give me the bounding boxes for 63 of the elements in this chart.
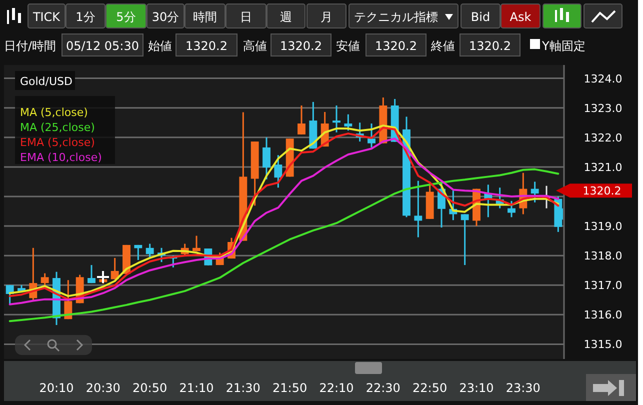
x-tick-label: 22:10 [319,381,354,395]
x-tick-label: 22:50 [412,381,448,395]
x-tick-label: 21:10 [179,381,214,395]
text: 安値 [336,39,360,53]
candlestick [134,244,142,261]
text: 高値 [243,39,267,53]
text: Ask [510,10,532,24]
y-tick-label: 1318.0 [584,250,622,263]
text: 30分 [152,10,180,24]
candlestick [262,136,270,180]
candlestick [414,180,422,238]
text: 時間 [193,10,217,24]
text: Bid [470,10,490,24]
candlestick [274,154,282,188]
text: 5分 [116,10,136,24]
candlestick [146,243,154,258]
text: テクニカル指標 [354,10,438,24]
y-tick-label: 1319.0 [584,220,622,234]
text: 05/12 05:30 [66,39,139,53]
candlestick [460,213,469,266]
x-tick-label: 20:30 [86,381,120,395]
y-tick-label: 1322.0 [584,131,622,144]
text: EMA (10,close) [20,151,102,164]
text: 週 [280,10,292,24]
candlestick [332,104,340,134]
candlestick [530,180,539,204]
x-tick-label: 20:50 [132,381,168,395]
text: 1320.2 [375,39,417,53]
x-tick-label: 20:10 [39,381,74,395]
text: 1320.2 [469,39,511,53]
x-tick-label: 21:50 [272,381,308,395]
candlestick [344,114,352,132]
x-tick-label: 21:30 [226,381,260,395]
line-series [8,168,560,322]
text: MA (25,close) [20,121,95,134]
text: 終値 [430,39,455,53]
text: TICK [32,10,62,24]
y-tick-label: 1321.0 [584,160,622,174]
y-tick-label: 1323.0 [584,102,622,115]
text: Y軸固定 [541,39,586,53]
y-tick-label: 1316.0 [584,308,622,322]
text: 1320.2 [186,39,228,53]
text: 1320.2 [280,39,322,53]
candlestick [88,264,96,284]
x-tick-label: 22:30 [366,381,400,395]
text: 日付/時間 [4,39,56,53]
y-tick-label: 1324.0 [584,72,622,86]
text: 1分 [76,10,96,24]
y-tick-label: 1317.0 [584,279,622,292]
text: 月 [320,10,332,24]
text: 日 [240,10,252,24]
text: 始値 [148,39,172,53]
text: Gold/USD [20,75,73,88]
text: EMA (5,close) [20,136,95,149]
candlestick [298,104,306,136]
candlestick [508,200,516,218]
y-tick-label: 1315.0 [584,338,622,352]
text: MA (5,close) [20,106,88,119]
candlestick [368,122,376,148]
candlestick [192,235,200,252]
x-tick-label: 23:30 [506,381,540,395]
text: 1320.2 [582,184,622,198]
x-tick-label: 23:10 [459,381,494,395]
